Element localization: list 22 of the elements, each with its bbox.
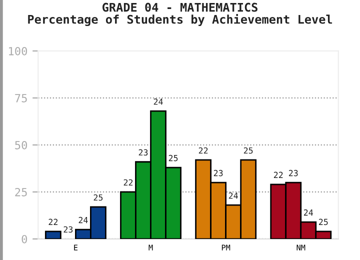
y-tick-label: 75: [15, 94, 27, 102]
text: 25: [244, 147, 253, 154]
text: 23: [288, 170, 298, 176]
text: 22: [274, 172, 283, 178]
text: 24: [154, 98, 163, 105]
series-label: 25: [168, 154, 178, 162]
y-tick-label: 100: [9, 46, 28, 56]
text: 23: [214, 170, 223, 176]
series-label: 22: [48, 218, 58, 225]
text: 22: [198, 147, 208, 154]
text: 22: [124, 179, 133, 186]
text: 24: [304, 209, 313, 216]
y-tick-label: 25: [15, 188, 27, 196]
y-tick-label: 50: [15, 140, 28, 150]
text: 23: [64, 226, 73, 233]
text: 25: [318, 218, 328, 226]
series-label: 23: [138, 149, 148, 156]
text: 24: [228, 192, 238, 199]
chart-title: GRADE 04 - MATHEMATICS Percentage of Students by Achievement Level: [28, 2, 332, 26]
series-label: 24: [78, 216, 88, 224]
text: 25: [94, 194, 103, 201]
y-tick-label: 0: [22, 234, 28, 244]
